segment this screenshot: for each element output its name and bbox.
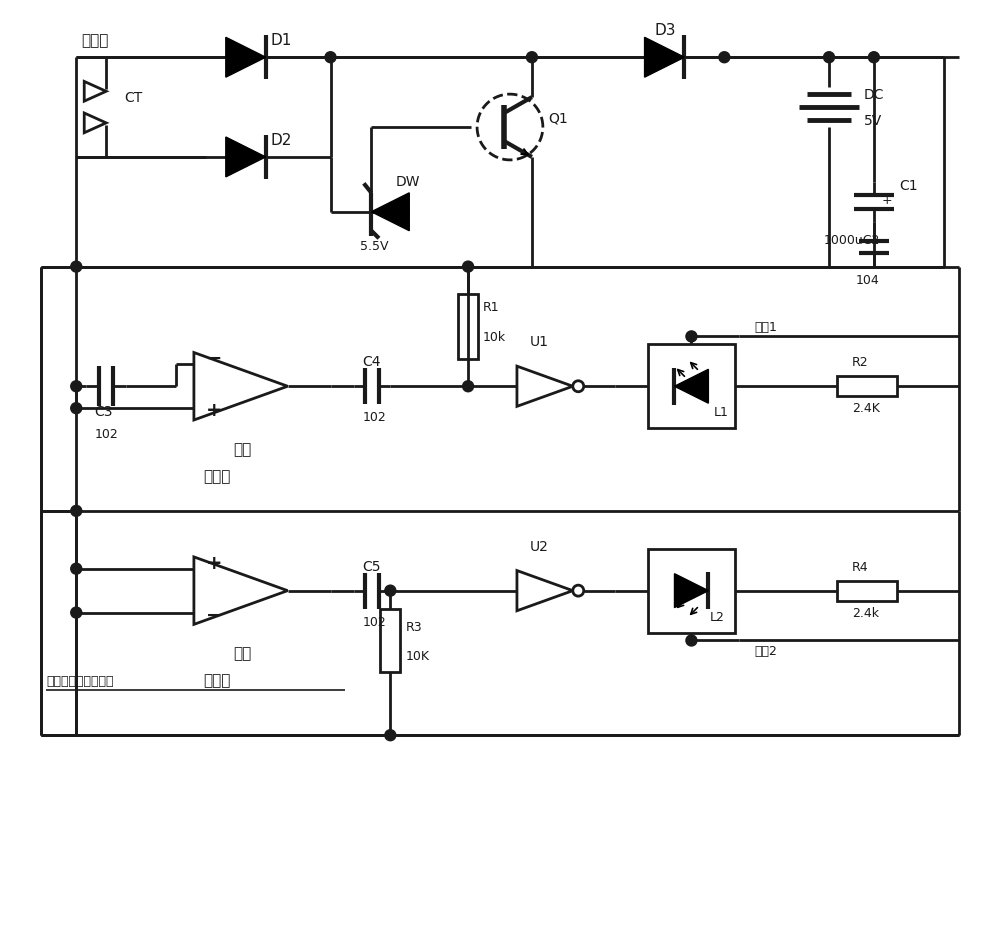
Text: 比较器: 比较器 [203,674,230,689]
Text: 1000uC2: 1000uC2 [824,233,880,247]
Text: 102: 102 [362,411,386,424]
Text: 第二: 第二 [233,646,251,662]
Text: 孟桐电阻电流传感器: 孟桐电阻电流传感器 [46,676,114,689]
Circle shape [325,52,336,63]
Circle shape [824,52,835,63]
Circle shape [686,331,697,342]
Bar [648,344,735,428]
Text: R1: R1 [483,301,500,314]
Circle shape [71,261,82,272]
Circle shape [71,564,82,574]
Bar [380,609,400,673]
Text: +: + [882,194,892,207]
Circle shape [686,635,697,646]
Polygon shape [645,38,684,77]
Bar [648,549,735,632]
Text: +: + [206,553,222,573]
Text: U2: U2 [530,540,549,553]
Circle shape [385,729,396,741]
Text: +: + [206,401,222,421]
Text: 10K: 10K [405,650,429,663]
Circle shape [526,52,537,63]
Text: 光纤1: 光纤1 [754,322,777,334]
Text: DC: DC [864,88,884,103]
Text: 104: 104 [856,274,880,287]
Polygon shape [674,574,708,608]
Circle shape [71,607,82,618]
Text: 5V: 5V [864,114,882,128]
Circle shape [463,261,474,272]
Text: R4: R4 [852,561,869,574]
Polygon shape [371,193,409,231]
Text: L2: L2 [709,611,724,624]
Text: −: − [206,349,222,368]
Text: 2.4k: 2.4k [852,607,879,619]
Text: R3: R3 [405,620,422,633]
Circle shape [719,52,730,63]
Polygon shape [226,38,266,77]
Text: DW: DW [395,175,420,189]
Text: 10k: 10k [483,331,506,344]
Text: C5: C5 [362,560,381,574]
Text: R2: R2 [852,357,869,369]
Text: 102: 102 [362,615,386,629]
Text: −: − [206,606,222,625]
Text: L1: L1 [713,407,728,419]
Polygon shape [226,137,266,177]
Text: 第一: 第一 [233,442,251,457]
Text: 102: 102 [94,428,118,441]
Bar [837,581,897,600]
Circle shape [463,381,474,391]
Text: D2: D2 [271,133,292,148]
Bar [458,294,478,359]
Text: 比较器: 比较器 [203,469,230,484]
Text: 高压线: 高压线 [81,33,109,48]
Circle shape [71,381,82,391]
Circle shape [71,505,82,517]
Text: D1: D1 [271,33,292,48]
Text: 2.4K: 2.4K [852,402,880,415]
Text: C3: C3 [94,406,113,419]
Text: CT: CT [124,91,142,105]
Text: 光纤2: 光纤2 [754,646,777,659]
Circle shape [71,403,82,414]
Text: D3: D3 [655,24,676,39]
Bar [837,376,897,396]
Text: C4: C4 [362,356,381,369]
Circle shape [385,585,396,597]
Circle shape [868,52,879,63]
Text: C1: C1 [899,179,917,193]
Text: 5.5V: 5.5V [360,240,389,252]
Text: Q1: Q1 [548,111,568,125]
Polygon shape [674,369,708,403]
Text: U1: U1 [530,335,549,349]
